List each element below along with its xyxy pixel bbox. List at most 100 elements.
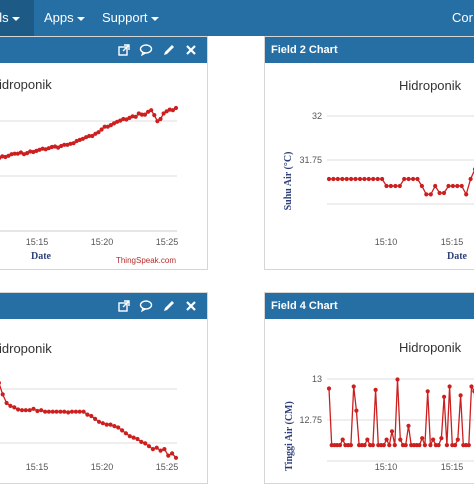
close-icon[interactable] [183,42,199,58]
data-point [362,443,367,448]
data-point [433,183,438,189]
data-point [392,443,397,448]
series-points [326,167,474,197]
x-tick-label: 15:25 [156,237,179,247]
nav-commercial-link[interactable]: Cor [452,0,473,36]
data-point [354,408,359,413]
data-point [417,443,422,448]
data-point [0,392,5,397]
x-tick-label: 15:10 [375,462,398,472]
data-point [411,176,416,182]
external-link-icon[interactable] [116,42,132,58]
data-point [331,176,336,182]
data-point [436,443,441,448]
comment-icon[interactable] [138,42,154,58]
data-point [131,435,136,440]
data-point [16,407,21,412]
data-point [23,408,28,413]
field-2-chart: Hidroponik Suhu Air (°C) 32 31.75 15:10 … [283,78,474,262]
data-point [428,192,433,197]
data-point [353,176,358,182]
nav-commercial-label: Cor [452,10,473,25]
data-point [123,431,128,436]
x-tick-label: 15:10 [375,237,398,247]
field-1-chart: idroponik 15:15 15:20 15:25 Date ThingSp… [0,77,179,265]
external-link-icon[interactable] [116,298,132,314]
data-point [62,409,67,414]
close-icon[interactable] [183,298,199,314]
data-point [365,437,370,442]
data-point [154,445,159,450]
data-point [50,409,55,414]
data-point [93,416,98,421]
pencil-icon[interactable] [161,298,177,314]
comment-icon[interactable] [138,298,154,314]
chart-title: Hidroponik [399,78,462,93]
data-point [27,408,32,413]
x-tick-label: 15:15 [441,237,464,247]
field-3-chart-panel: idroponik 15:15 15:20 15:25 [0,292,208,484]
data-point [56,145,61,150]
data-point [112,424,117,429]
series-points [0,105,179,160]
nav-apps-menu[interactable]: Apps [44,0,85,36]
data-point [96,130,101,135]
field-2-chart-panel: Field 2 Chart Hidroponik Suhu Air (°C) 3… [264,36,474,270]
data-point [326,176,332,182]
data-point [80,136,85,141]
data-point [73,409,78,414]
data-point [62,142,67,147]
data-point [12,151,17,156]
data-point [39,408,44,413]
data-point [335,176,340,182]
data-point [155,119,160,124]
data-point [89,413,94,419]
x-tick-label: 15:15 [26,237,49,247]
x-tick-label: 15:20 [91,462,114,472]
data-point [419,183,424,189]
nav-channels-menu[interactable]: els [0,0,20,36]
data-point [85,412,90,417]
data-point [406,176,411,182]
nav-apps-label: Apps [44,10,74,25]
data-point [455,183,460,189]
data-point [162,447,167,452]
data-point [366,176,371,182]
panel-header: Field 2 Chart [265,37,474,63]
data-point [326,386,332,391]
data-point [406,423,411,428]
data-point [100,421,105,426]
chevron-down-icon [150,16,159,21]
x-tick-label: 15:15 [441,462,464,472]
data-point [384,437,389,442]
data-point [152,113,157,118]
pencil-icon[interactable] [161,42,177,58]
nav-support-menu[interactable]: Support [102,0,159,36]
data-point [142,112,148,117]
x-axis-label: Date [31,251,52,262]
data-point [375,176,380,182]
data-point [173,105,179,111]
data-point [340,437,345,442]
data-point [468,176,473,182]
data-point [164,109,169,114]
field-4-chart-panel: Field 4 Chart Hidroponik Tinggi Air (CM)… [264,292,474,484]
data-point [108,422,113,427]
data-point [124,117,129,122]
data-point [370,443,375,448]
thingspeak-credit-link[interactable]: ThingSpeak.com [116,256,176,265]
field-4-chart: Hidroponik Tinggi Air (CM) 13 12.75 15:1… [284,340,474,472]
data-point [102,124,107,129]
data-point [447,384,452,389]
data-point [104,422,109,427]
data-point [384,183,389,189]
y-axis-label: Suhu Air (°C) [283,152,294,211]
panel-header [0,37,207,63]
data-point [425,389,430,394]
data-point [146,444,152,449]
data-point [108,123,113,128]
data-point [87,133,92,139]
data-point [453,443,458,448]
series-points [0,381,179,460]
data-point [444,443,449,448]
